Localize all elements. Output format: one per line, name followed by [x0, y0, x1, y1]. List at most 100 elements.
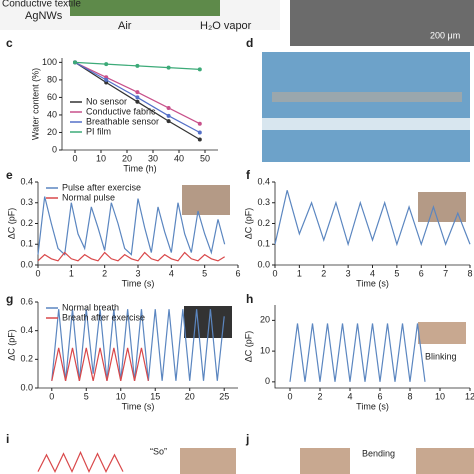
x-tick-label: 2 — [102, 268, 107, 278]
data-point — [135, 99, 140, 104]
x-tick-label: 5 — [202, 268, 207, 278]
legend-label: Normal breath — [62, 302, 119, 312]
y-tick-label: 0.4 — [20, 325, 33, 335]
x-tick-label: 3 — [135, 268, 140, 278]
x-tick-label: 0 — [72, 153, 77, 163]
x-tick-label: 10 — [116, 391, 126, 401]
y-tick-label: 0.0 — [20, 259, 33, 269]
label: AgNWs — [25, 10, 63, 22]
panel-label: d — [246, 36, 253, 50]
textile-image — [70, 0, 220, 16]
y-tick-label: 100 — [42, 57, 57, 67]
data-point — [197, 67, 202, 72]
x-tick-label: 10 — [96, 153, 106, 163]
y-tick-label: 0 — [52, 144, 57, 154]
y-tick-label: 0.3 — [257, 197, 270, 207]
y-tick-label: 0.2 — [20, 218, 33, 228]
x-tick-label: 10 — [435, 391, 445, 401]
x-axis-label: Time (h) — [123, 163, 156, 173]
data-line — [274, 190, 471, 247]
x-tick-label: 25 — [219, 391, 229, 401]
label: Conductive textile — [2, 0, 81, 10]
y-axis-label: ΔC (pF) — [6, 329, 16, 361]
photo — [180, 448, 236, 474]
x-tick-label: 2 — [321, 268, 326, 278]
y-tick-label: 0.4 — [257, 176, 270, 186]
y-tick-label: 10 — [260, 345, 270, 355]
x-tick-label: 4 — [370, 268, 375, 278]
data-point — [104, 62, 109, 67]
data-point — [135, 95, 140, 100]
x-tick-label: 15 — [150, 391, 160, 401]
y-tick-label: 0.2 — [20, 354, 33, 364]
legend-label: Breath after exercise — [62, 312, 145, 322]
data-point — [166, 113, 171, 118]
y-tick-label: 0.1 — [257, 239, 270, 249]
data-point — [104, 77, 109, 82]
data-point — [135, 90, 140, 95]
panel-label: h — [246, 292, 253, 306]
axis — [274, 305, 470, 389]
data-point — [135, 63, 140, 68]
data-point — [197, 130, 202, 135]
photo — [262, 52, 470, 162]
panel-label: c — [6, 36, 13, 50]
y-axis-label: ΔC (pF) — [6, 208, 16, 240]
y-tick-label: 40 — [47, 109, 57, 119]
legend-label: Normal pulse — [62, 192, 115, 202]
x-tick-label: 6 — [235, 268, 240, 278]
panel-label: i — [6, 432, 9, 446]
x-tick-label: 20 — [122, 153, 132, 163]
y-tick-label: 0.1 — [20, 239, 33, 249]
data-line — [37, 196, 226, 256]
data-line — [51, 347, 149, 381]
x-tick-label: 1 — [69, 268, 74, 278]
x-tick-label: 3 — [346, 268, 351, 278]
x-tick-label: 12 — [465, 391, 474, 401]
x-tick-label: 1 — [297, 268, 302, 278]
y-tick-label: 80 — [47, 74, 57, 84]
x-axis-label: Time (s) — [356, 401, 389, 411]
x-tick-label: 4 — [347, 391, 352, 401]
photo — [300, 448, 350, 474]
annotation: “So” — [150, 446, 167, 456]
y-tick-label: 0.4 — [20, 176, 33, 186]
y-tick-label: 0.0 — [20, 382, 33, 392]
x-tick-label: 6 — [419, 268, 424, 278]
data-line — [37, 450, 124, 474]
annotation: Bending — [362, 448, 395, 458]
data-point — [197, 121, 202, 126]
data-line — [289, 323, 426, 382]
legend-label: PI film — [86, 126, 111, 136]
y-tick-label: 20 — [260, 315, 270, 325]
x-tick-label: 20 — [185, 391, 195, 401]
data-line — [51, 309, 225, 381]
data-point — [166, 119, 171, 124]
sem-image — [290, 0, 474, 46]
photo — [182, 185, 230, 215]
label: H₂O vapor — [200, 20, 252, 32]
y-axis-label: Water content (%) — [30, 68, 40, 140]
legend-label: Pulse after exercise — [62, 182, 141, 192]
x-tick-label: 2 — [317, 391, 322, 401]
x-tick-label: 0 — [287, 391, 292, 401]
x-tick-label: 8 — [407, 391, 412, 401]
legend-label: Breathable sensor — [86, 116, 159, 126]
sensor-strip — [272, 92, 462, 102]
x-tick-label: 5 — [84, 391, 89, 401]
x-tick-label: 0 — [49, 391, 54, 401]
x-tick-label: 40 — [174, 153, 184, 163]
x-tick-label: 7 — [443, 268, 448, 278]
y-tick-label: 60 — [47, 92, 57, 102]
data-point — [73, 60, 77, 65]
legend-label: No sensor — [86, 96, 127, 106]
data-line — [37, 251, 225, 262]
x-tick-label: 8 — [467, 268, 472, 278]
x-tick-label: 50 — [200, 153, 210, 163]
y-tick-label: 0.2 — [257, 218, 270, 228]
x-axis-label: Time (s) — [356, 278, 389, 288]
data-point — [197, 137, 202, 142]
x-tick-label: 5 — [394, 268, 399, 278]
y-tick-label: 20 — [47, 127, 57, 137]
x-axis-label: Time (s) — [122, 401, 155, 411]
